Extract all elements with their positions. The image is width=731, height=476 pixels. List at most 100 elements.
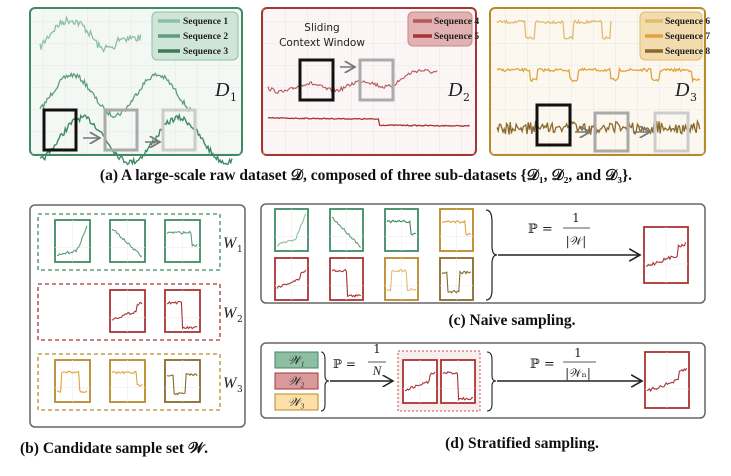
brace (486, 351, 497, 412)
sequence-line (111, 228, 143, 258)
sample-window (274, 208, 309, 252)
formula1-den: N (372, 363, 383, 378)
formula2-lhs: ℙ = (530, 357, 555, 372)
w2-sub: 2 (237, 315, 243, 325)
caption-a: (a) A large-scale raw dataset 𝒟, compose… (100, 167, 632, 184)
window-annotation: Sliding (304, 22, 339, 34)
context-window (535, 103, 572, 147)
legend-label: Sequence 6 (665, 17, 710, 27)
d3-label: D (674, 79, 690, 101)
d2-sequences (267, 58, 470, 128)
panel-b: W 1 W 2 W 3 (29, 204, 246, 428)
sample-window (440, 359, 476, 404)
sequence-line (267, 68, 438, 95)
stratum-label: 𝒲₁ (288, 353, 305, 367)
formula1-lhs: ℙ = (333, 357, 356, 371)
sequence-line (496, 66, 701, 84)
sample-window (164, 219, 201, 263)
context-window (593, 111, 630, 153)
sequence-line (442, 219, 472, 236)
sequence-line (645, 242, 687, 267)
sequence-line (386, 268, 417, 292)
w1-label: W (223, 235, 238, 252)
d1-label: D (214, 79, 230, 101)
window-annotation: Context Window (279, 37, 365, 49)
legend-label: Sequence 3 (183, 47, 228, 57)
sequence-line (386, 219, 416, 236)
formula2-den: |𝒲ₙ| (565, 366, 591, 380)
sequence-line (276, 269, 307, 289)
sequence-line (441, 270, 472, 294)
sequence-line (646, 367, 688, 393)
w3-group (37, 353, 221, 411)
sample-window (384, 208, 419, 252)
context-window (161, 108, 197, 152)
sequence-line (166, 372, 198, 396)
context-window (358, 58, 395, 102)
w1-group (37, 213, 221, 271)
sample-window (329, 257, 364, 301)
d2-label: D (447, 79, 463, 101)
legend-label: Sequence 7 (665, 32, 710, 42)
d1-sequences (39, 15, 233, 166)
sample-window (54, 359, 91, 403)
sample-window (644, 351, 690, 409)
sequence-line (331, 268, 362, 298)
d1-legend (151, 11, 239, 61)
sequence-line (404, 371, 436, 392)
stratum-w2 (274, 372, 319, 390)
brace (320, 351, 330, 412)
context-window (653, 111, 690, 153)
sample-window (109, 359, 146, 403)
d3-legend (639, 11, 703, 61)
caption-c: (c) Naive sampling. (448, 312, 575, 329)
legend-label: Sequence 4 (434, 17, 479, 27)
caption-d: (d) Stratified sampling. (445, 435, 599, 452)
d2-sub: 2 (463, 91, 470, 104)
legend-label: Sequence 5 (434, 32, 479, 42)
caption-b: (b) Candidate sample set 𝒲. (20, 440, 208, 457)
sequence-line (56, 225, 88, 257)
d3-sub: 3 (690, 91, 697, 104)
w2-group (37, 283, 221, 341)
stratum-w1 (274, 351, 319, 369)
d3-sequences (496, 18, 701, 153)
sequence-line (112, 370, 143, 387)
formula1-num: 1 (373, 342, 381, 356)
stratum-label: 𝒲₃ (288, 395, 305, 409)
sample-window (329, 208, 364, 252)
sequence-line (267, 116, 470, 128)
panel-d3: Sequence 6 Sequence 7 Sequence 8 D 3 (489, 7, 710, 156)
legend-label: Sequence 1 (183, 17, 228, 27)
context-window (298, 58, 335, 102)
sample-window (164, 359, 201, 403)
sequence-line (166, 230, 198, 248)
sample-window (643, 226, 689, 284)
d1-sub: 1 (230, 91, 237, 104)
sample-window (54, 219, 91, 263)
stratum-label: 𝒲₂ (288, 374, 305, 388)
sample-window (164, 289, 201, 333)
formula-num: 1 (572, 211, 580, 225)
sequence-line (39, 112, 233, 166)
sample-window (274, 257, 309, 301)
w2-label: W (223, 305, 238, 322)
formula2-num: 1 (574, 346, 582, 360)
sequence-line (496, 118, 701, 136)
context-window (42, 108, 78, 152)
panel-d: 𝒲₁ 𝒲₂ 𝒲₃ ℙ = 1 N ℙ = 1 |𝒲ₙ| (260, 342, 706, 419)
sequence-line (39, 15, 142, 53)
panel-c: ℙ = 1 |𝒲| (260, 203, 706, 304)
panel-d2: Sequence 4 Sequence 5 Sliding Context Wi… (261, 7, 479, 156)
sample-window (109, 289, 146, 333)
sequence-line (166, 300, 198, 330)
sample-window (384, 257, 419, 301)
w3-label: W (223, 375, 238, 392)
panel-d1: Sequence 1 Sequence 2 Sequence 3 D 1 (29, 7, 243, 166)
sequence-line (111, 301, 143, 321)
w1-sub: 1 (237, 245, 243, 255)
context-window (103, 108, 139, 152)
sample-window (439, 257, 474, 301)
sample-window (439, 208, 474, 252)
